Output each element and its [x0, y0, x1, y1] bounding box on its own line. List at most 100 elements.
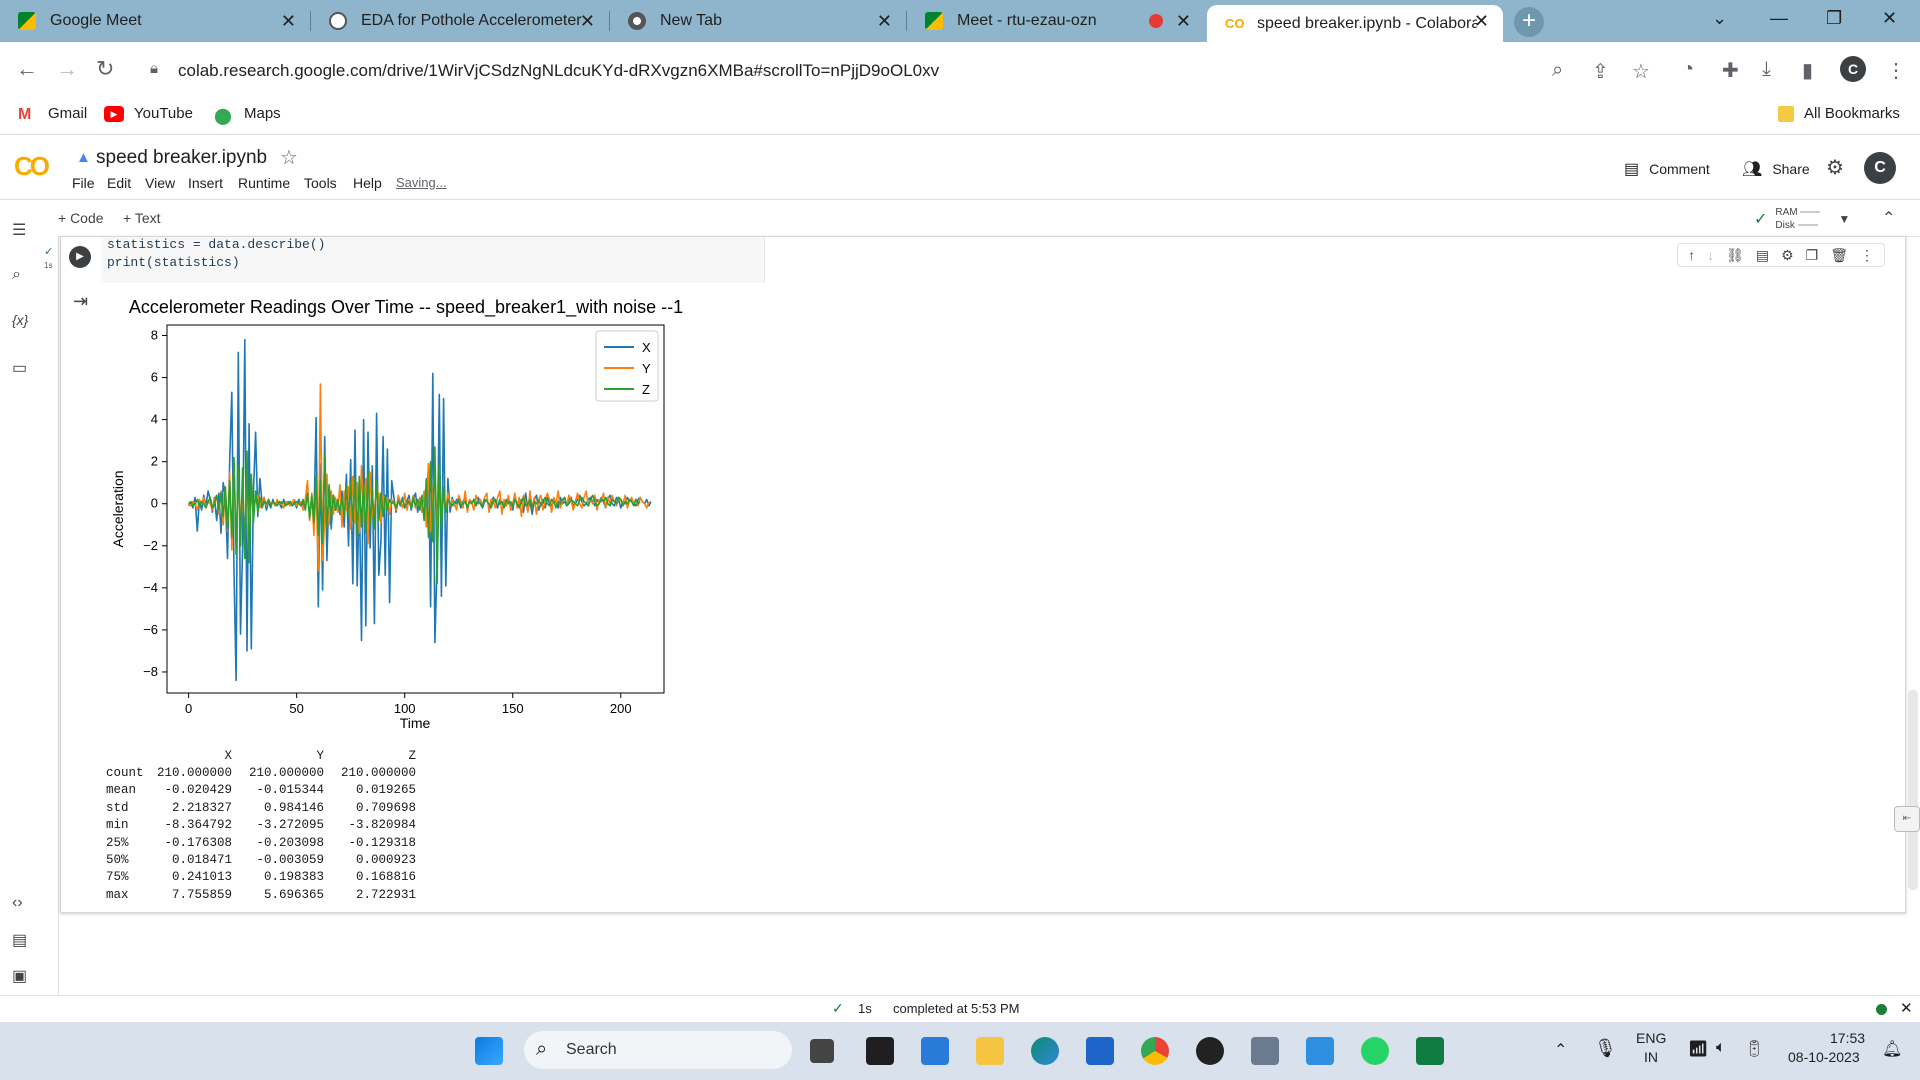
- extensions-icon[interactable]: ✚: [1722, 60, 1739, 82]
- url-text[interactable]: colab.research.google.com/drive/1WirVjCS…: [178, 61, 940, 80]
- new-tab-button[interactable]: +: [1514, 7, 1544, 37]
- settings-gear-icon[interactable]: ⚙: [1826, 157, 1844, 179]
- side-panel-toggle-icon[interactable]: ⇤: [1894, 806, 1920, 832]
- code-editor[interactable]: statistics = data.describe() print(stati…: [101, 237, 765, 283]
- windows-start-icon[interactable]: [475, 1037, 503, 1065]
- close-status-icon[interactable]: ✕: [1900, 1000, 1913, 1017]
- edge-browser-icon[interactable]: [1031, 1037, 1059, 1065]
- task-view-icon[interactable]: [810, 1039, 834, 1063]
- language-line1[interactable]: ENG: [1636, 1030, 1667, 1046]
- delete-icon[interactable]: 🗑︎: [1830, 246, 1848, 263]
- tab-meet-call[interactable]: Meet - rtu-ezau-ozn ✕: [907, 5, 1205, 37]
- photos-app-icon[interactable]: [1306, 1037, 1334, 1065]
- notepad-app-icon[interactable]: [921, 1037, 949, 1065]
- clock-date[interactable]: 08-10-2023: [1788, 1049, 1860, 1065]
- terminal-app-icon[interactable]: [866, 1037, 894, 1065]
- bookmark-gmail[interactable]: M Gmail: [18, 105, 87, 123]
- profile-avatar[interactable]: C: [1840, 56, 1866, 82]
- command-palette-icon[interactable]: ▤: [12, 932, 28, 949]
- resources-indicator[interactable]: ✓ RAM Disk ▼: [1754, 206, 1850, 232]
- camera-app-icon[interactable]: [1251, 1037, 1279, 1065]
- user-avatar[interactable]: C: [1864, 152, 1896, 184]
- clock-time[interactable]: 17:53: [1830, 1030, 1866, 1046]
- terminal-icon[interactable]: ▣: [12, 968, 28, 985]
- variables-icon[interactable]: {x}: [12, 312, 29, 328]
- menu-insert[interactable]: Insert: [188, 175, 224, 191]
- address-bar[interactable]: 🔒︎ colab.research.google.com/drive/1WirV…: [140, 51, 1670, 89]
- bookmark-maps[interactable]: ⬤ Maps: [214, 105, 281, 125]
- chrome-app-icon[interactable]: [1141, 1037, 1169, 1065]
- wifi-icon[interactable]: 📶︎: [1688, 1041, 1709, 1058]
- toc-icon[interactable]: ☰: [12, 222, 27, 239]
- bookmark-youtube[interactable]: ▶ YouTube: [104, 105, 193, 122]
- notebook-title[interactable]: speed breaker.ipynb: [96, 147, 268, 168]
- close-window-icon[interactable]: ✕: [1882, 8, 1898, 28]
- files-folder-icon[interactable]: ▭: [12, 360, 28, 377]
- add-text-button[interactable]: + Text: [123, 210, 161, 226]
- comment-icon[interactable]: ▤: [1755, 246, 1770, 263]
- notebook-scrollbar[interactable]: [1908, 690, 1918, 890]
- saving-status[interactable]: Saving...: [396, 175, 447, 190]
- taskbar-search-box[interactable]: ⌕ Search: [524, 1031, 792, 1069]
- sidepanel-icon[interactable]: ▮: [1802, 60, 1814, 82]
- close-tab-icon[interactable]: ✕: [876, 11, 892, 31]
- menu-file[interactable]: File: [72, 175, 95, 191]
- close-tab-icon[interactable]: ✕: [579, 11, 595, 31]
- link-icon[interactable]: ⛓: [1726, 246, 1744, 263]
- browser-menu-icon[interactable]: ⋮: [1886, 60, 1906, 82]
- star-icon[interactable]: ☆: [280, 147, 298, 169]
- share-page-icon[interactable]: ⇪: [1592, 61, 1609, 83]
- close-tab-icon[interactable]: ✕: [1473, 11, 1489, 31]
- dell-app-icon[interactable]: [1196, 1037, 1224, 1065]
- menu-edit[interactable]: Edit: [107, 175, 132, 191]
- menu-help[interactable]: Help: [353, 175, 382, 191]
- restore-icon[interactable]: ❐: [1826, 8, 1843, 28]
- code-snippets-icon[interactable]: ‹›: [12, 894, 23, 911]
- notifications-bell-icon[interactable]: 🔔︎: [1882, 1041, 1903, 1058]
- comment-button[interactable]: ▤ Comment: [1624, 159, 1710, 179]
- tab-new-tab[interactable]: New Tab ✕: [610, 5, 907, 37]
- share-button[interactable]: 👥︎ Share: [1742, 159, 1810, 179]
- colab-logo[interactable]: CO: [14, 151, 50, 181]
- code-cell[interactable]: ✓ 1s ▶ statistics = data.describe() prin…: [44, 236, 1906, 913]
- move-down-icon[interactable]: ↓: [1707, 247, 1715, 263]
- file-explorer-icon[interactable]: [976, 1037, 1004, 1065]
- tab-search-icon[interactable]: ⌄: [1712, 8, 1728, 28]
- bookmark-star-icon[interactable]: ☆: [1632, 61, 1650, 83]
- forward-icon[interactable]: →: [56, 56, 78, 81]
- tab-google-meet[interactable]: Google Meet ✕: [0, 5, 311, 37]
- drive-icon: ▲: [76, 149, 91, 166]
- tab-eda-pothole[interactable]: EDA for Pothole Accelerometer D ✕: [311, 5, 610, 37]
- search-icon[interactable]: ⌕: [12, 266, 21, 283]
- zoom-icon[interactable]: ⌕: [1552, 59, 1564, 81]
- move-up-icon[interactable]: ↑: [1688, 247, 1696, 263]
- language-line2[interactable]: IN: [1644, 1049, 1658, 1065]
- back-icon[interactable]: ←: [16, 56, 38, 81]
- hidden-icons-chevron[interactable]: ⌃: [1554, 1042, 1568, 1059]
- output-actions-icon[interactable]: ⇥: [73, 291, 89, 311]
- excel-app-icon[interactable]: [1416, 1037, 1444, 1065]
- close-tab-icon[interactable]: ✕: [280, 11, 296, 31]
- cell-settings-icon[interactable]: ⚙: [1781, 246, 1794, 263]
- tab-colab-active[interactable]: CO speed breaker.ipynb - Colaborat ✕: [1207, 5, 1503, 42]
- more-options-icon[interactable]: ⋮: [1860, 246, 1874, 263]
- menu-view[interactable]: View: [145, 175, 176, 191]
- all-bookmarks[interactable]: All Bookmarks: [1778, 105, 1900, 122]
- menu-tools[interactable]: Tools: [304, 175, 337, 191]
- close-tab-icon[interactable]: ✕: [1175, 11, 1191, 31]
- performance-icon[interactable]: ◔: [1682, 58, 1695, 80]
- reload-icon[interactable]: ↻: [96, 56, 115, 81]
- download-icon[interactable]: ⤓: [1762, 58, 1771, 80]
- mirror-cell-icon[interactable]: ❐: [1805, 246, 1819, 263]
- microphone-icon[interactable]: 🎙︎: [1594, 1038, 1617, 1058]
- collapse-header-icon[interactable]: ⌃: [1882, 210, 1896, 227]
- run-cell-button[interactable]: ▶: [69, 246, 91, 268]
- resources-dropdown-icon[interactable]: ▼: [1838, 212, 1851, 226]
- store-app-icon[interactable]: [1086, 1037, 1114, 1065]
- whatsapp-app-icon[interactable]: [1361, 1037, 1389, 1065]
- menu-runtime[interactable]: Runtime: [238, 175, 291, 191]
- add-code-button[interactable]: + Code: [58, 210, 104, 226]
- volume-icon[interactable]: 🔈︎: [1716, 1039, 1726, 1056]
- battery-icon[interactable]: 🔋︎: [1744, 1041, 1765, 1058]
- minimize-icon[interactable]: —: [1770, 8, 1788, 28]
